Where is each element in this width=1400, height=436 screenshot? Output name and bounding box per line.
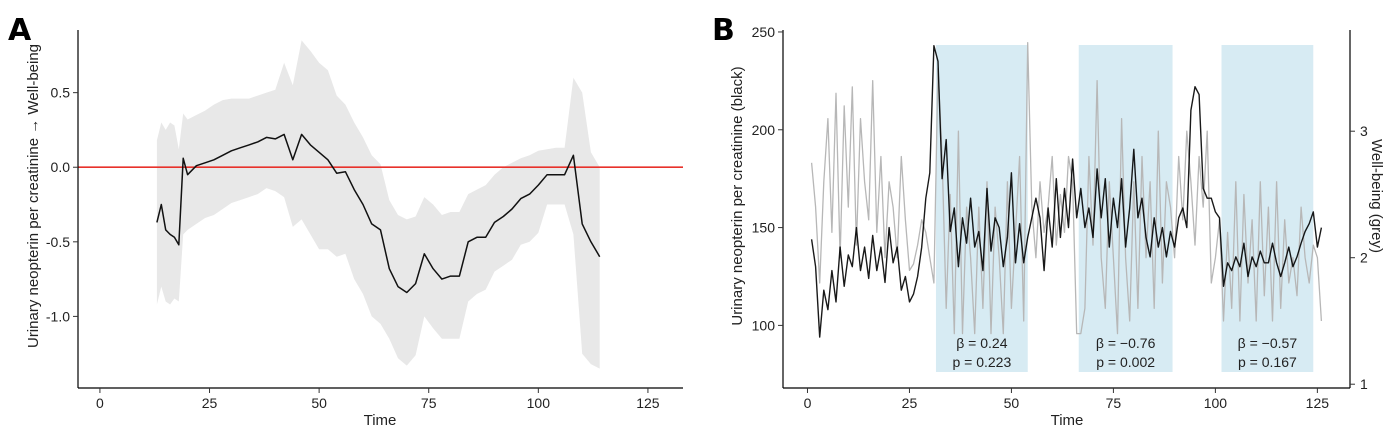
- panel-a-y-tick-label: -1.0: [46, 308, 70, 324]
- panel-b-y-tick-label-right: 2: [1360, 250, 1368, 266]
- panel-b-x-tick-label: 50: [1004, 395, 1020, 411]
- panel-b-x-tick-label: 0: [804, 395, 812, 411]
- panel-b-x-axis-title: Time: [1051, 412, 1084, 429]
- panel-b-y-axis-title: Urinary neopterin per creatinine (black): [729, 66, 746, 325]
- panel-a-x-tick-label: 125: [636, 395, 660, 411]
- panel-a-y-tick-label: 0.0: [51, 159, 71, 175]
- panel-b-beta-label: β = −0.57: [1238, 335, 1298, 351]
- panel-a-x-axis-title: Time: [364, 412, 397, 429]
- panel-a-x-tick-label: 50: [311, 395, 327, 411]
- panel-a-x-tick-label: 100: [527, 395, 551, 411]
- panel-b-p-label: p = 0.223: [952, 354, 1011, 370]
- panel-a-x-tick-label: 0: [96, 395, 104, 411]
- panel-b-x-tick-label: 25: [902, 395, 918, 411]
- panel-b-p-label: p = 0.167: [1238, 354, 1297, 370]
- panel-a-confidence-band: [156, 40, 600, 369]
- panel-letter-b: B: [712, 13, 735, 48]
- panel-a-y-tick-label: 0.5: [51, 85, 71, 101]
- panel-b-y-tick-label-right: 3: [1360, 123, 1368, 139]
- panel-a-y-axis-title: Urinary neopterin per creatinine → Well-…: [25, 44, 42, 348]
- panel-b-y-axis-title-right: Well-being (grey): [1368, 139, 1385, 253]
- panel-b-y-tick-label: 200: [752, 122, 776, 138]
- panel-b-beta-label: β = 0.24: [956, 335, 1007, 351]
- panel-a-x-tick-label: 75: [421, 395, 437, 411]
- panel-a-x-tick-label: 25: [202, 395, 218, 411]
- panel-b-y-tick-label: 250: [752, 24, 776, 40]
- panel-b-neopterin-line: [810, 45, 1323, 338]
- panel-letter-a: A: [8, 13, 32, 48]
- panel-b-y-tick-label: 150: [752, 220, 776, 236]
- panel-a: Time Urinary neopterin per creatinine → …: [25, 30, 683, 429]
- panel-b-x-tick-label: 75: [1106, 395, 1122, 411]
- panel-a-estimate-line: [156, 133, 601, 294]
- panel-b-shaded-region: [1078, 45, 1173, 372]
- panel-b-y-tick-label-right: 1: [1360, 376, 1368, 392]
- panel-b-p-label: p = 0.002: [1096, 354, 1155, 370]
- panel-b-y-tick-label: 100: [752, 317, 776, 333]
- panel-b-beta-label: β = −0.76: [1096, 335, 1156, 351]
- panel-b: Time Urinary neopterin per creatinine (b…: [729, 24, 1385, 429]
- panel-a-y-tick-label: -0.5: [46, 234, 70, 250]
- panel-b-x-tick-label: 100: [1204, 395, 1228, 411]
- panel-b-x-tick-label: 125: [1306, 395, 1330, 411]
